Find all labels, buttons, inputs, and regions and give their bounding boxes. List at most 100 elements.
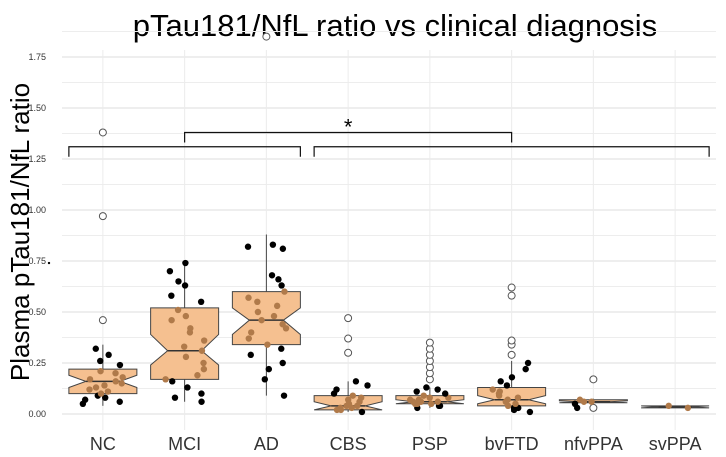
data-point — [86, 386, 93, 393]
significance-annotations: * — [68, 114, 710, 157]
data-point — [97, 390, 105, 397]
y-tick-label: 0.25 — [28, 358, 46, 368]
data-point — [279, 321, 286, 328]
data-point — [168, 292, 175, 299]
data-point — [197, 298, 205, 305]
outlier-point — [425, 338, 434, 347]
x-tick-label: PSP — [412, 434, 448, 454]
data-point — [264, 341, 271, 348]
data-point — [112, 378, 119, 385]
outlier-point — [589, 375, 598, 384]
data-point — [489, 386, 496, 393]
data-point — [184, 384, 191, 391]
outlier-point — [344, 334, 353, 343]
data-point — [104, 388, 112, 395]
data-point — [175, 278, 182, 285]
data-point — [496, 388, 503, 395]
data-point — [198, 390, 205, 397]
data-point — [261, 376, 269, 383]
outlier-point — [507, 350, 516, 359]
data-point — [101, 382, 108, 389]
data-point — [200, 365, 208, 373]
data-point — [508, 374, 516, 381]
data-point — [278, 345, 285, 352]
data-point — [413, 388, 420, 395]
data-point — [434, 386, 441, 393]
data-point — [406, 396, 414, 403]
data-point — [497, 378, 504, 385]
data-point — [522, 365, 529, 373]
data-point — [441, 390, 449, 397]
data-point — [92, 384, 100, 391]
data-point — [245, 294, 252, 301]
data-point — [423, 384, 430, 391]
data-point — [181, 282, 189, 289]
data-point — [169, 378, 176, 385]
data-point — [333, 386, 340, 393]
data-point — [245, 335, 252, 342]
outlier-point — [507, 336, 516, 345]
data-point — [270, 312, 278, 320]
y-tick-label: 0.75 — [28, 256, 46, 266]
x-tick-label: MCI — [168, 434, 201, 454]
data-point — [265, 365, 273, 373]
outlier-point — [98, 212, 107, 221]
data-point — [116, 398, 123, 405]
data-point — [504, 396, 511, 403]
data-point — [168, 316, 175, 324]
data-point — [166, 268, 174, 275]
x-tick-label: AD — [254, 434, 279, 454]
data-point — [200, 359, 207, 367]
data-point — [116, 361, 124, 369]
stray-mark — [47, 261, 51, 265]
data-point — [512, 400, 519, 407]
outlier-point — [507, 291, 516, 300]
significance-bracket — [313, 146, 710, 157]
data-point — [248, 329, 255, 336]
data-point — [279, 359, 286, 367]
outlier-point — [344, 314, 353, 323]
chart-title: pTau181/NfL ratio vs clinical diagnosis — [133, 8, 657, 43]
data-point — [119, 374, 126, 381]
x-axis-ticks: NC MCI AD CBS PSP bvFTD nfvPPA svPPA — [90, 434, 702, 454]
data-point — [200, 337, 208, 344]
data-point — [194, 372, 201, 379]
data-point — [180, 343, 188, 350]
outlier-point — [98, 316, 107, 325]
significance-bracket — [184, 131, 513, 143]
outlier-point — [98, 128, 107, 137]
data-point — [182, 259, 189, 267]
data-point — [198, 347, 206, 354]
data-point — [86, 376, 94, 383]
x-tick-label: NC — [90, 434, 116, 454]
data-point — [415, 396, 423, 403]
significance-bracket — [68, 146, 301, 157]
data-point — [665, 402, 672, 410]
outlier-point — [589, 403, 598, 412]
data-point — [162, 376, 169, 383]
data-point — [426, 394, 433, 401]
data-point — [258, 316, 265, 324]
outlier-point — [344, 348, 353, 357]
data-point — [187, 325, 194, 332]
data-point — [684, 404, 692, 412]
data-point — [434, 398, 442, 405]
data-point — [428, 400, 435, 407]
y-tick-label: 0.00 — [28, 409, 46, 419]
data-point — [247, 351, 254, 359]
data-point — [118, 380, 125, 387]
data-point — [102, 394, 109, 401]
y-tick-label: 1.75 — [28, 52, 46, 62]
data-point — [182, 353, 190, 361]
data-point — [198, 398, 205, 405]
x-tick-label: CBS — [330, 434, 367, 454]
data-point — [171, 394, 179, 401]
data-point — [268, 272, 276, 279]
data-point — [524, 359, 532, 367]
data-point — [352, 378, 360, 385]
y-tick-label: 1.25 — [28, 154, 46, 164]
data-point — [254, 298, 261, 305]
y-axis-ticks: 0.00 0.25 0.50 0.75 1.00 1.25 1.50 1.75 — [28, 52, 51, 419]
data-point — [269, 241, 277, 248]
